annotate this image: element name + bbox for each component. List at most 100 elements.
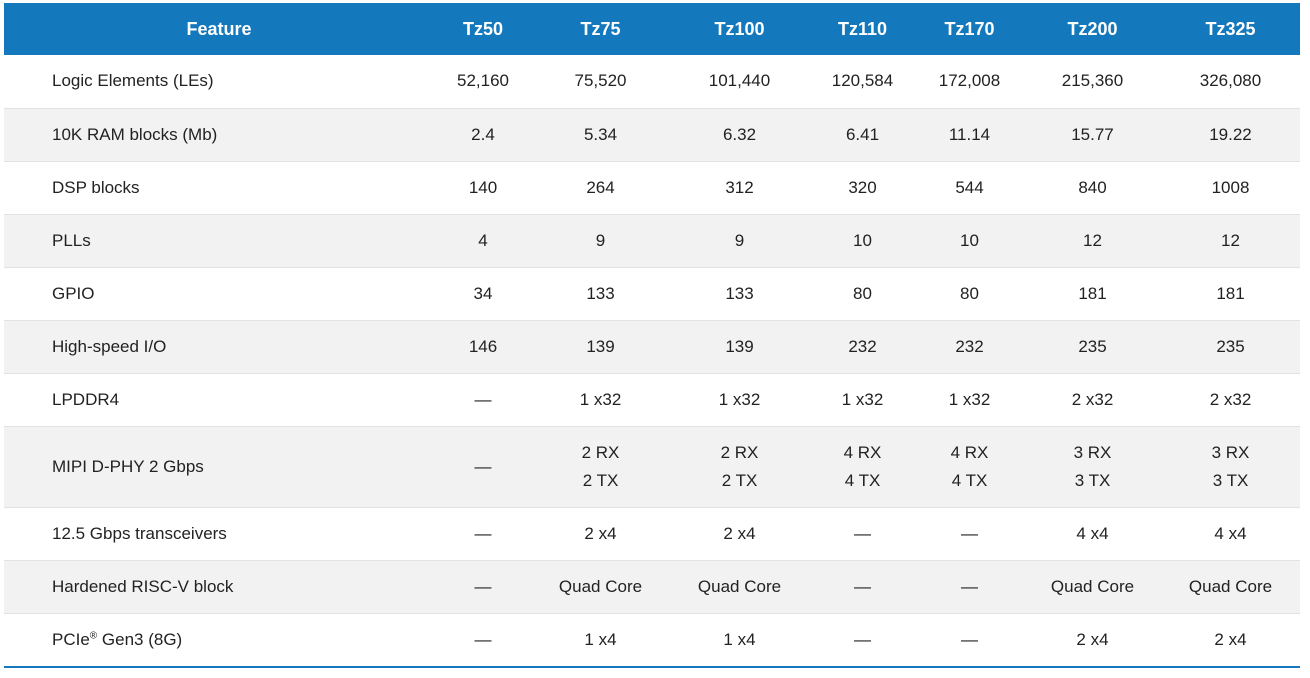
- cell-tz200: 235: [1024, 319, 1161, 373]
- table-row-ram-blocks: 10K RAM blocks (Mb) 2.4 5.34 6.32 6.41 1…: [4, 107, 1300, 161]
- header-feature: Feature: [186, 18, 252, 39]
- cell-tz110: —: [810, 559, 915, 613]
- cell-tz50: 52,160: [457, 71, 509, 91]
- feature-label: High-speed I/O: [4, 319, 434, 373]
- header-tz75: Tz75: [580, 18, 621, 39]
- cell-tz170: 172,008: [938, 71, 1001, 91]
- cell-tz75: 1 x32: [532, 372, 669, 426]
- feature-label: PCIe® Gen3 (8G): [4, 612, 434, 666]
- feature-label: MIPI D-PHY 2 Gbps: [4, 425, 434, 507]
- cell-tz200: Quad Core: [1024, 559, 1161, 613]
- cell-tz110: 4 RX 4 TX: [810, 425, 915, 507]
- cell-tz200: 215,360: [1061, 71, 1124, 91]
- cell-tz110: 320: [810, 160, 915, 214]
- cell-tz100: 133: [669, 266, 810, 320]
- cell-tz200: 840: [1024, 160, 1161, 214]
- cell-tz75: Quad Core: [532, 559, 669, 613]
- cell-tz200: 181: [1024, 266, 1161, 320]
- cell-line-rx: 3 RX: [1073, 442, 1112, 462]
- cell-tz170: 11.14: [915, 107, 1024, 161]
- cell-tz325: 2 x32: [1161, 372, 1300, 426]
- feature-label: GPIO: [4, 266, 434, 320]
- header-tz50: Tz50: [462, 18, 504, 39]
- cell-tz50: 34: [434, 266, 532, 320]
- table-header-row: Feature Tz50 Tz75 Tz100 Tz110 Tz170 Tz20…: [4, 3, 1300, 55]
- cell-tz75: 264: [532, 160, 669, 214]
- cell-tz75: 2 x4: [532, 506, 669, 560]
- table-body: Logic Elements (LEs) 52,160 75,520 101,4…: [4, 55, 1300, 666]
- cell-line-tx: 4 TX: [844, 470, 881, 490]
- feature-label: 12.5 Gbps transceivers: [4, 506, 434, 560]
- cell-tz100: 101,440: [708, 71, 771, 91]
- cell-tz200: 2 x4: [1024, 612, 1161, 666]
- cell-tz100: Quad Core: [669, 559, 810, 613]
- cell-tz200: 3 RX 3 TX: [1024, 425, 1161, 507]
- cell-tz170: 1 x32: [915, 372, 1024, 426]
- table-row-gpio: GPIO 34 133 133 80 80 181 181: [4, 266, 1300, 320]
- cell-tz325: 2 x4: [1161, 612, 1300, 666]
- cell-tz75: 2 RX 2 TX: [532, 425, 669, 507]
- cell-tz110: 80: [810, 266, 915, 320]
- cell-tz100: 312: [669, 160, 810, 214]
- table-row-logic-elements: Logic Elements (LEs) 52,160 75,520 101,4…: [4, 55, 1300, 108]
- feature-label: DSP blocks: [4, 160, 434, 214]
- table-row-pcie: PCIe® Gen3 (8G) — 1 x4 1 x4 — — 2 x4 2 x…: [4, 612, 1300, 666]
- cell-tz50: —: [434, 372, 532, 426]
- cell-tz325: 181: [1161, 266, 1300, 320]
- cell-tz100: 9: [669, 213, 810, 267]
- cell-line-rx: 3 RX: [1211, 442, 1250, 462]
- cell-tz100: 2 RX 2 TX: [669, 425, 810, 507]
- cell-tz170: —: [915, 612, 1024, 666]
- cell-tz110: 232: [810, 319, 915, 373]
- cell-tz50: —: [434, 612, 532, 666]
- cell-line: —: [474, 456, 492, 476]
- cell-line-tx: 2 TX: [582, 470, 619, 490]
- cell-tz325: 4 x4: [1161, 506, 1300, 560]
- cell-tz170: —: [915, 506, 1024, 560]
- cell-tz75: 75,520: [574, 71, 627, 91]
- table-row-dsp-blocks: DSP blocks 140 264 312 320 544 840 1008: [4, 160, 1300, 214]
- comparison-table-container: Feature Tz50 Tz75 Tz100 Tz110 Tz170 Tz20…: [4, 3, 1300, 668]
- cell-line-rx: 4 RX: [843, 442, 882, 462]
- cell-tz110: 6.41: [810, 107, 915, 161]
- cell-tz170: 80: [915, 266, 1024, 320]
- cell-tz325: 3 RX 3 TX: [1161, 425, 1300, 507]
- table-row-risc-v: Hardened RISC-V block — Quad Core Quad C…: [4, 559, 1300, 613]
- header-tz200: Tz200: [1067, 18, 1118, 39]
- header-tz325: Tz325: [1205, 18, 1256, 39]
- cell-tz110: 120,584: [831, 71, 894, 91]
- cell-tz75: 133: [532, 266, 669, 320]
- cell-tz100: 139: [669, 319, 810, 373]
- cell-line-rx: 2 RX: [720, 442, 759, 462]
- feature-label: PLLs: [4, 213, 434, 267]
- cell-tz75: 9: [532, 213, 669, 267]
- cell-tz50: —: [434, 506, 532, 560]
- table-row-plls: PLLs 4 9 9 10 10 12 12: [4, 213, 1300, 267]
- cell-tz100: 1 x4: [669, 612, 810, 666]
- cell-tz110: —: [810, 612, 915, 666]
- cell-tz325: 326,080: [1199, 71, 1262, 91]
- cell-line-tx: 4 TX: [951, 470, 988, 490]
- feature-label-main: PCIe: [52, 629, 90, 649]
- cell-tz110: —: [810, 506, 915, 560]
- cell-tz110: 1 x32: [810, 372, 915, 426]
- cell-tz50: —: [434, 559, 532, 613]
- cell-line-tx: 3 TX: [1074, 470, 1111, 490]
- cell-tz50: 140: [434, 160, 532, 214]
- cell-tz325: Quad Core: [1161, 559, 1300, 613]
- cell-tz110: 10: [810, 213, 915, 267]
- cell-tz325: 19.22: [1161, 107, 1300, 161]
- header-tz110: Tz110: [837, 18, 888, 39]
- cell-line-tx: 3 TX: [1212, 470, 1249, 490]
- table-row-lpddr4: LPDDR4 — 1 x32 1 x32 1 x32 1 x32 2 x32 2…: [4, 372, 1300, 426]
- cell-tz75: 139: [532, 319, 669, 373]
- table-row-high-speed-io: High-speed I/O 146 139 139 232 232 235 2…: [4, 319, 1300, 373]
- cell-line-rx: 2 RX: [581, 442, 620, 462]
- cell-tz325: 235: [1161, 319, 1300, 373]
- cell-tz75: 1 x4: [532, 612, 669, 666]
- cell-tz200: 15.77: [1024, 107, 1161, 161]
- cell-line-tx: 2 TX: [721, 470, 758, 490]
- cell-tz50: 2.4: [434, 107, 532, 161]
- feature-label: Hardened RISC-V block: [4, 559, 434, 613]
- registered-mark: ®: [89, 630, 98, 642]
